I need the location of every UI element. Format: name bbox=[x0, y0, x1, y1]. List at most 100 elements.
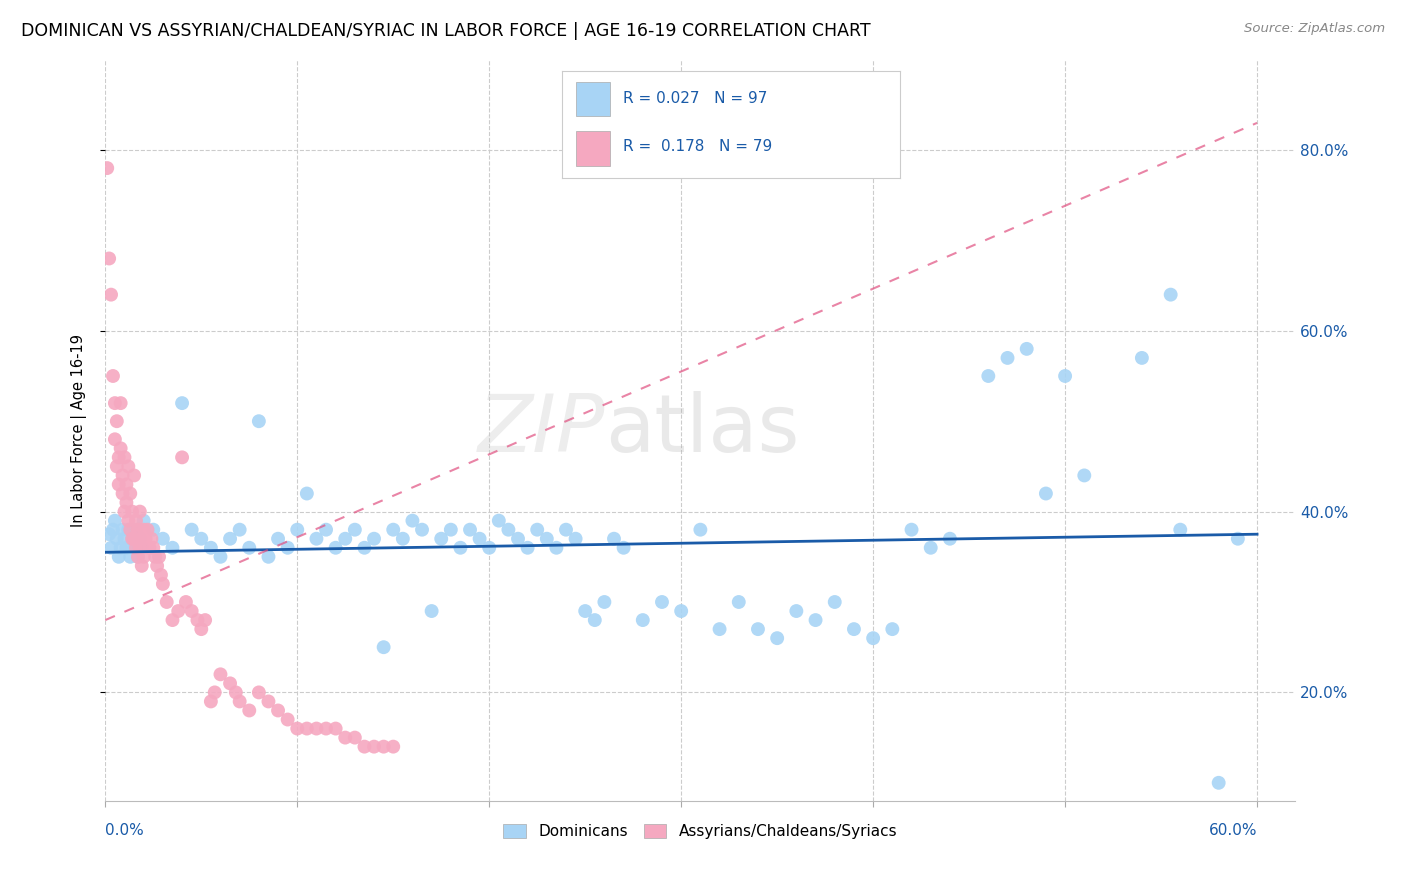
Point bbox=[101, 523, 124, 537]
Point bbox=[127, 549, 149, 564]
Point bbox=[149, 567, 172, 582]
Point bbox=[194, 613, 217, 627]
Point bbox=[335, 731, 357, 745]
Point bbox=[104, 432, 127, 446]
Point bbox=[107, 549, 129, 564]
Point bbox=[295, 486, 318, 500]
Point bbox=[105, 532, 128, 546]
Point bbox=[727, 595, 749, 609]
Point bbox=[125, 541, 148, 555]
Point bbox=[148, 549, 170, 564]
Point bbox=[209, 549, 232, 564]
Point bbox=[285, 523, 308, 537]
Point bbox=[804, 613, 827, 627]
Point bbox=[613, 541, 636, 555]
Point bbox=[146, 558, 169, 573]
Point bbox=[285, 722, 308, 736]
Point bbox=[114, 450, 136, 465]
Point bbox=[785, 604, 807, 618]
Point bbox=[766, 631, 789, 645]
Point bbox=[152, 532, 174, 546]
Point bbox=[142, 541, 165, 555]
Point bbox=[142, 523, 165, 537]
Point bbox=[111, 486, 134, 500]
Point bbox=[180, 523, 202, 537]
Point bbox=[920, 541, 942, 555]
Point bbox=[101, 369, 124, 384]
Point bbox=[420, 604, 443, 618]
Point bbox=[107, 477, 129, 491]
Point bbox=[842, 622, 865, 636]
Point bbox=[121, 505, 143, 519]
Point bbox=[152, 577, 174, 591]
Point bbox=[1054, 369, 1077, 384]
Point bbox=[132, 514, 155, 528]
Point bbox=[131, 558, 153, 573]
Point bbox=[110, 541, 132, 555]
Point bbox=[138, 541, 160, 555]
Point bbox=[225, 685, 247, 699]
Point bbox=[939, 532, 962, 546]
Point bbox=[128, 541, 150, 555]
Point bbox=[315, 722, 337, 736]
Point bbox=[257, 694, 280, 708]
Point bbox=[747, 622, 769, 636]
Point bbox=[125, 514, 148, 528]
Text: Source: ZipAtlas.com: Source: ZipAtlas.com bbox=[1244, 22, 1385, 36]
Point bbox=[478, 541, 501, 555]
Point bbox=[247, 685, 270, 699]
Point bbox=[156, 595, 179, 609]
Point bbox=[325, 541, 347, 555]
Point bbox=[315, 523, 337, 537]
Point bbox=[267, 532, 290, 546]
Point bbox=[343, 523, 366, 537]
Point bbox=[564, 532, 586, 546]
Point bbox=[277, 713, 299, 727]
Point bbox=[488, 514, 510, 528]
Point bbox=[200, 541, 222, 555]
Point bbox=[219, 676, 242, 690]
Point bbox=[411, 523, 433, 537]
Point bbox=[128, 505, 150, 519]
Point bbox=[110, 396, 132, 410]
Point bbox=[111, 523, 134, 537]
Point bbox=[98, 252, 121, 266]
Point bbox=[305, 722, 328, 736]
Point bbox=[430, 532, 453, 546]
Point bbox=[709, 622, 731, 636]
Text: ZIP: ZIP bbox=[478, 392, 605, 469]
Point bbox=[117, 514, 139, 528]
Point bbox=[277, 541, 299, 555]
Point bbox=[136, 523, 159, 537]
Point bbox=[440, 523, 463, 537]
Point bbox=[111, 468, 134, 483]
Point bbox=[669, 604, 692, 618]
Point bbox=[882, 622, 904, 636]
Bar bbox=[576, 82, 610, 116]
Point bbox=[353, 541, 375, 555]
Point bbox=[204, 685, 226, 699]
Point bbox=[167, 604, 190, 618]
Point bbox=[115, 477, 138, 491]
Point bbox=[526, 523, 548, 537]
Point bbox=[120, 523, 142, 537]
Point bbox=[100, 541, 122, 555]
Point bbox=[257, 549, 280, 564]
Point bbox=[120, 486, 142, 500]
Point bbox=[120, 549, 142, 564]
Point bbox=[180, 604, 202, 618]
Text: R = 0.027   N = 97: R = 0.027 N = 97 bbox=[623, 91, 768, 106]
Point bbox=[115, 541, 138, 555]
Point bbox=[555, 523, 578, 537]
Point bbox=[141, 532, 163, 546]
Point bbox=[172, 450, 194, 465]
Point bbox=[468, 532, 491, 546]
Point bbox=[107, 450, 129, 465]
Point bbox=[1226, 532, 1249, 546]
Point bbox=[105, 414, 128, 428]
Point bbox=[131, 532, 153, 546]
Point bbox=[135, 532, 157, 546]
Point bbox=[458, 523, 481, 537]
Point bbox=[536, 532, 558, 546]
Point bbox=[862, 631, 884, 645]
